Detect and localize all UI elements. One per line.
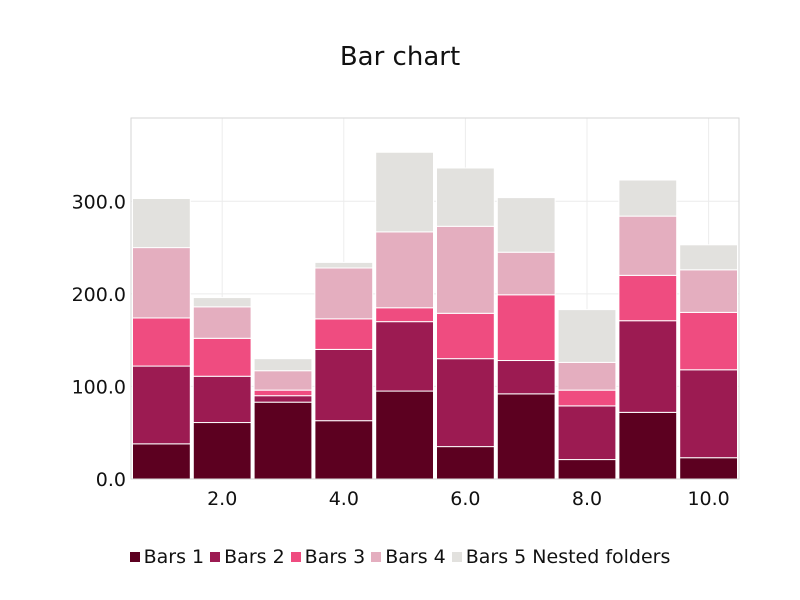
bar-segment: [314, 261, 374, 269]
legend-item: Bars 3: [290, 546, 366, 568]
bar-segment: [436, 167, 495, 227]
bar-segment: [314, 420, 374, 480]
bar-segment: [253, 395, 313, 403]
bar-segment: [679, 311, 739, 371]
bar-segment: [375, 151, 435, 233]
bar-segment: [192, 422, 252, 480]
legend-swatch: [451, 552, 462, 562]
legend-swatch: [290, 552, 301, 562]
legend-item: Bars 2: [210, 546, 285, 568]
bar-segment: [496, 393, 556, 480]
y-tick-label: 0.0: [96, 469, 126, 491]
bar-segment: [557, 389, 617, 407]
bar-segment: [557, 361, 617, 391]
bar-segment: [436, 225, 495, 314]
bar-segment: [132, 247, 191, 319]
bar-segment: [375, 307, 435, 323]
bar-segment: [557, 459, 617, 480]
x-tick-label: 10.0: [687, 488, 729, 510]
bar-segment: [314, 267, 374, 320]
bar-segment: [192, 375, 252, 424]
legend-item: Bars 4: [371, 546, 446, 568]
bar-segment: [618, 320, 678, 413]
chart-legend: Bars 1 Bars 2 Bars 3 Bars 4 Bars 5 Nested fo…: [0, 546, 800, 568]
bar-segment: [314, 318, 374, 350]
bar-segment: [132, 365, 191, 445]
bar-segment: [496, 294, 556, 362]
bar-segment: [132, 198, 191, 249]
bar-segment: [436, 312, 495, 360]
bar-segment: [618, 215, 678, 276]
bar-segment: [375, 231, 435, 309]
x-tick-label: 2.0: [207, 488, 237, 510]
bar-segment: [375, 321, 435, 392]
legend-label: Bars 4: [385, 546, 446, 568]
bar-segment: [679, 457, 739, 480]
bar-segment: [618, 274, 678, 322]
bar-segment: [496, 360, 556, 395]
bar-segment: [436, 358, 495, 448]
bar-segment: [679, 369, 739, 459]
bar-segment: [192, 337, 252, 377]
legend-swatch: [129, 552, 140, 562]
legend-label: Bars 5 Nested folders: [465, 546, 671, 568]
legend-item: Bars 1: [129, 546, 205, 568]
bar-segment: [253, 401, 313, 480]
bar-segment: [253, 358, 313, 372]
bar-segment: [618, 411, 678, 480]
bar-segment: [132, 317, 191, 367]
legend-label: Bars 1: [143, 546, 205, 568]
x-tick-label: 4.0: [329, 488, 359, 510]
bar-segment: [496, 197, 556, 253]
x-tick-label: 6.0: [450, 488, 480, 510]
bar-segment: [132, 443, 191, 480]
x-tick-label: 8.0: [572, 488, 602, 510]
legend-item: Bars 5 Nested folders: [451, 546, 671, 568]
bar-segment: [192, 306, 252, 339]
legend-swatch: [371, 552, 382, 562]
bar-segment: [679, 244, 739, 271]
legend-label: Bars 3: [304, 546, 366, 568]
plot-frame: [130, 117, 740, 480]
bar-segment: [375, 390, 435, 480]
chart-title: Bar chart: [339, 42, 461, 72]
bar-segment: [436, 446, 495, 480]
bar-segment: [679, 269, 739, 313]
bar-segment: [496, 251, 556, 296]
bar-segment: [557, 309, 617, 363]
bar-segment: [314, 348, 374, 422]
legend-swatch: [210, 552, 221, 562]
bar-segment: [253, 389, 313, 397]
bar-segment: [557, 405, 617, 461]
bar-segment: [618, 179, 678, 217]
y-tick-label: 100.0: [72, 376, 126, 398]
legend-label: Bars 2: [224, 546, 285, 568]
bar-segment: [253, 370, 313, 391]
y-tick-label: 200.0: [72, 284, 126, 306]
y-tick-label: 300.0: [72, 191, 126, 213]
bar-segment: [192, 297, 252, 308]
